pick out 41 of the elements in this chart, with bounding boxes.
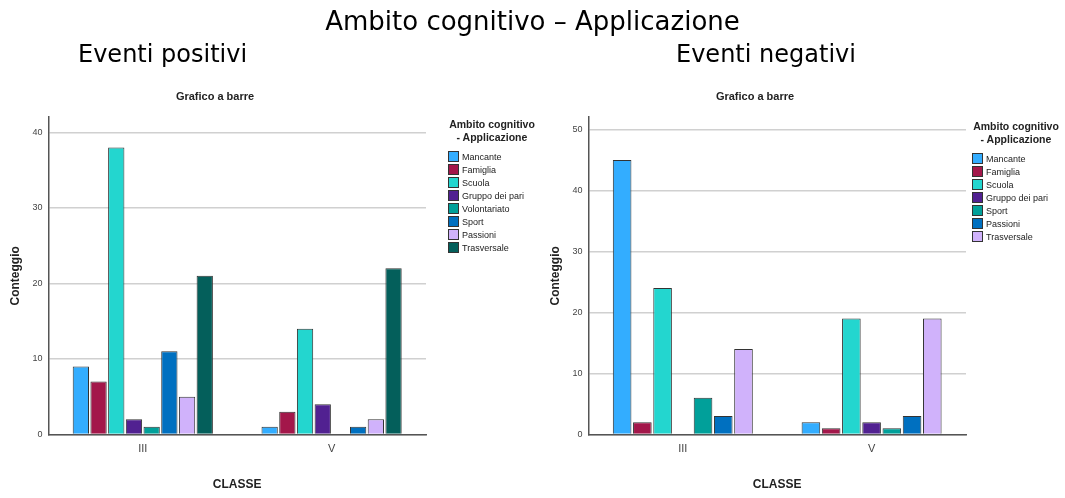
x-axis-title: CLASSE bbox=[212, 477, 262, 492]
legend-label: Trasversale bbox=[986, 231, 1033, 242]
y-tick-label: 10 bbox=[32, 353, 43, 364]
legend-label: Volontariato bbox=[462, 203, 510, 214]
y-tick-label: 40 bbox=[572, 184, 583, 195]
y-tick-label: 30 bbox=[32, 202, 43, 213]
x-tick-label: V bbox=[867, 442, 876, 455]
legend-label: Famiglia bbox=[986, 166, 1021, 177]
chart-subtitle: Grafico a barre bbox=[715, 89, 795, 102]
x-tick-label: III bbox=[138, 442, 148, 455]
chart-title: Eventi negativi bbox=[676, 40, 856, 68]
legend-label: Trasversale bbox=[462, 242, 509, 253]
chart-title: Eventi positivi bbox=[78, 40, 248, 68]
y-tick-label: 20 bbox=[572, 306, 583, 317]
y-tick-label: 40 bbox=[32, 126, 43, 137]
legend-label: Gruppo dei pari bbox=[986, 192, 1049, 203]
legend-title: Ambito cognitivo - Applicazione bbox=[972, 120, 1060, 146]
x-tick-label: III bbox=[678, 442, 688, 455]
legend-title: Ambito cognitivo - Applicazione bbox=[448, 118, 536, 144]
legend-label: Sport bbox=[462, 216, 484, 227]
x-axis-title: CLASSE bbox=[752, 477, 802, 492]
y-axis-title: Conteggio bbox=[7, 246, 22, 306]
legend-label: Passioni bbox=[462, 229, 497, 240]
legend-label: Famiglia bbox=[462, 164, 497, 175]
legend-label: Gruppo dei pari bbox=[462, 190, 525, 201]
y-tick-label: 30 bbox=[572, 245, 583, 256]
text: Ambito cognitivo – Applicazione bbox=[324, 6, 741, 36]
legend-label: Passioni bbox=[986, 218, 1021, 229]
y-tick-label: 20 bbox=[32, 277, 43, 288]
legend-label: Sport bbox=[986, 205, 1008, 216]
legend-label: Scuola bbox=[462, 177, 490, 188]
legend-label: Scuola bbox=[986, 179, 1014, 190]
y-tick-label: 0 bbox=[577, 428, 583, 439]
legend-label: Mancante bbox=[986, 153, 1026, 164]
y-tick-label: 10 bbox=[572, 367, 583, 378]
y-axis-title: Conteggio bbox=[547, 246, 562, 306]
x-tick-label: V bbox=[327, 442, 336, 455]
y-tick-label: 0 bbox=[37, 428, 43, 439]
y-tick-label: 50 bbox=[572, 123, 583, 134]
legend-label: Mancante bbox=[462, 151, 502, 162]
chart-subtitle: Grafico a barre bbox=[175, 89, 255, 102]
